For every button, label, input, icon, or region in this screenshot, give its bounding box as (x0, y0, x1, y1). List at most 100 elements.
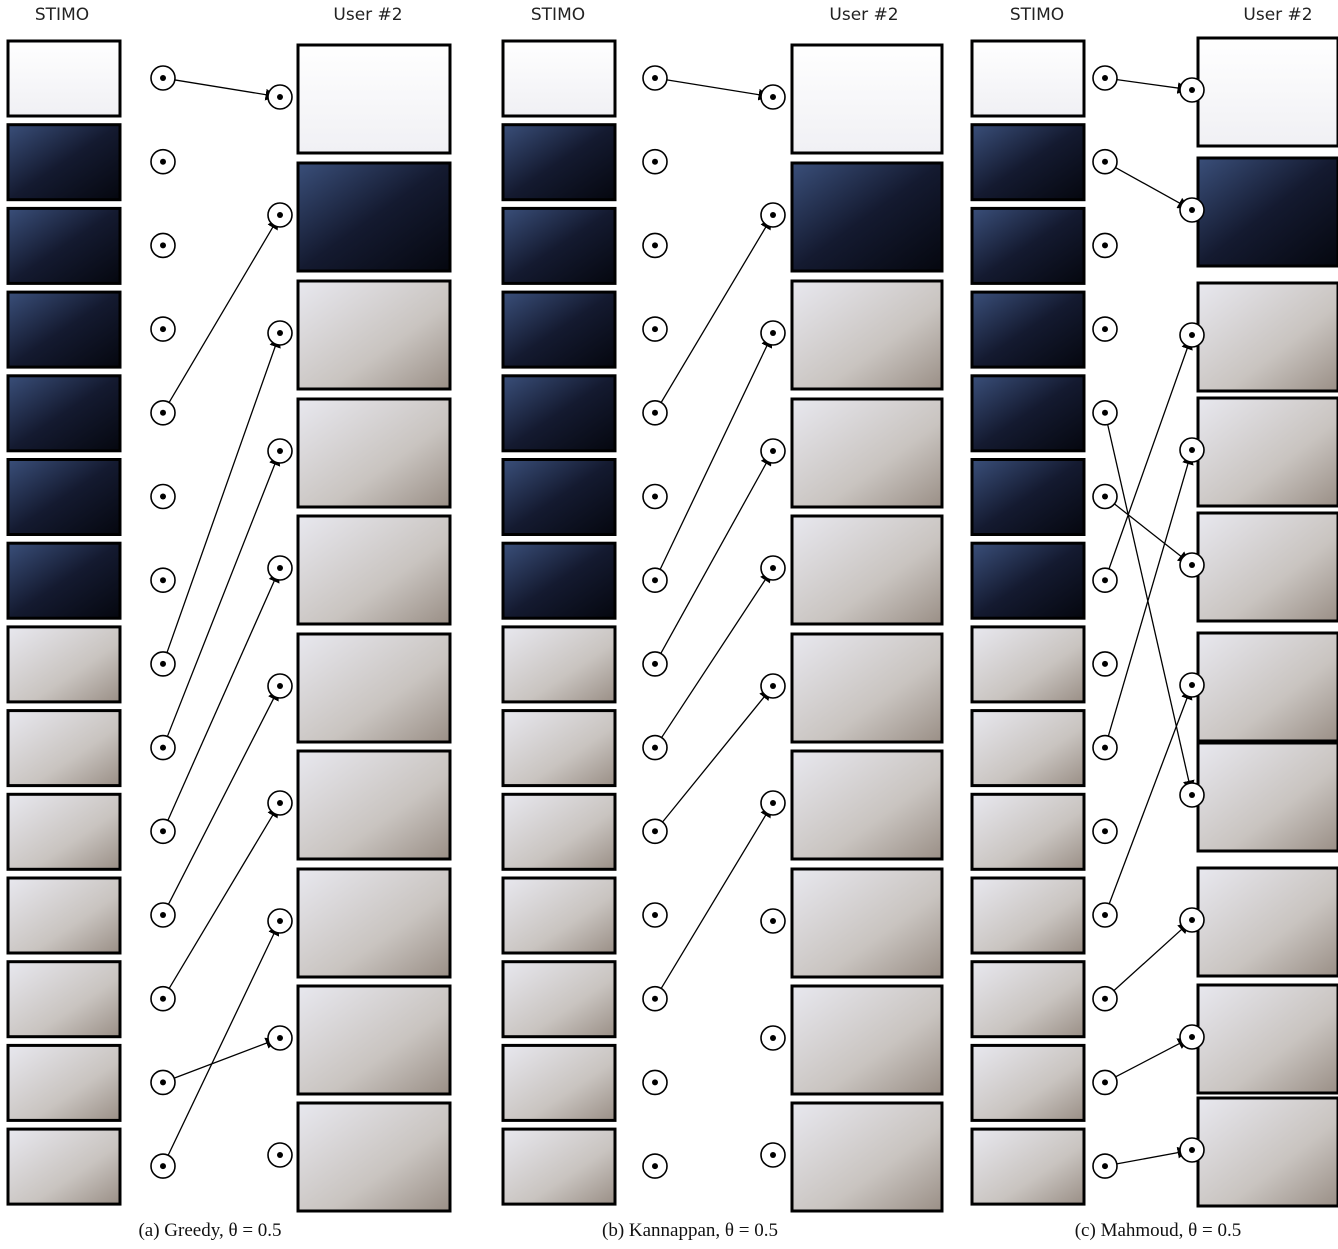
match-arrow (1108, 687, 1193, 905)
node-dot (277, 800, 283, 806)
node-dot (160, 660, 166, 667)
node-dot (160, 828, 166, 835)
node-dot (1102, 995, 1108, 1002)
match-arrow (1107, 424, 1195, 793)
match-arrow (173, 1037, 278, 1079)
stimo-frame (970, 876, 1086, 955)
user-frame (790, 632, 944, 744)
match-arrow (1115, 166, 1190, 209)
user-frame (296, 1101, 452, 1213)
node-dot (1102, 158, 1108, 165)
node-dot (160, 493, 166, 500)
node-dot (277, 1152, 283, 1158)
user-frame (790, 1101, 944, 1213)
node-dot (1189, 792, 1195, 798)
match-arrow (660, 453, 772, 654)
node-dot (160, 409, 166, 416)
stimo-frame (6, 709, 122, 788)
node-dot (770, 212, 776, 218)
node-dot (277, 330, 283, 336)
stimo-frame (970, 123, 1086, 202)
user-header: User #2 (1243, 5, 1312, 25)
node-dot (1189, 1147, 1195, 1153)
match-arrow (167, 688, 279, 905)
node-dot (1189, 682, 1195, 688)
node-dot (770, 94, 776, 100)
node-dot (160, 75, 166, 81)
user-frame (790, 867, 944, 979)
stimo-frame (970, 709, 1086, 788)
stimo-frame (970, 458, 1086, 536)
stimo-frame (501, 792, 617, 871)
node-dot (652, 912, 658, 918)
node-dot (1189, 207, 1195, 213)
stimo-frame (6, 39, 122, 118)
user-frame (790, 43, 944, 155)
stimo-frame (6, 625, 122, 704)
user-frame (1196, 396, 1338, 508)
stimo-frame (501, 39, 617, 118)
user-frame (296, 749, 452, 861)
node-dot (1102, 828, 1108, 835)
node-dot (1189, 447, 1195, 453)
stimo-header: STIMO (35, 5, 89, 25)
node-dot (1102, 1163, 1108, 1170)
node-dot (770, 1152, 776, 1158)
match-arrow (168, 217, 279, 403)
node-dot (160, 242, 166, 249)
user-frame (1196, 631, 1338, 743)
node-dot (277, 1035, 283, 1041)
node-dot (652, 744, 658, 751)
stimo-frame (501, 876, 617, 955)
stimo-frame (970, 541, 1086, 620)
match-arrow (166, 335, 281, 653)
node-dot (1102, 660, 1108, 667)
user-frame (1196, 511, 1338, 623)
match-arrow (1114, 503, 1190, 564)
node-dot (1189, 1034, 1195, 1040)
node-dot (277, 918, 283, 924)
stimo-frame (501, 625, 617, 704)
node-dot (770, 800, 776, 806)
stimo-frame (970, 39, 1086, 118)
stimo-frame (501, 960, 617, 1039)
match-arrow (166, 453, 281, 737)
node-dot (770, 448, 776, 454)
user-frame (296, 397, 452, 509)
user-frame (296, 279, 452, 391)
stimo-frame (6, 876, 122, 955)
stimo-frame (970, 206, 1086, 285)
node-dot (652, 577, 658, 584)
node-dot (160, 158, 166, 165)
match-arrow (666, 79, 771, 101)
node-dot (160, 744, 166, 751)
node-dot (1102, 1079, 1108, 1086)
stimo-frame (6, 123, 122, 202)
node-dot (277, 448, 283, 454)
match-arrow (174, 79, 278, 101)
stimo-frame (6, 290, 122, 369)
user-frame (1196, 1096, 1338, 1208)
match-arrow (1108, 337, 1193, 570)
panel: STIMO User #2 (b) Kannappan, θ = 0.5 (501, 5, 944, 1241)
node-dot (1102, 242, 1108, 249)
user-frame (296, 867, 452, 979)
user-frame (296, 984, 452, 1096)
user-frame (1196, 983, 1338, 1095)
node-dot (652, 995, 658, 1002)
node-dot (770, 1035, 776, 1041)
node-dot (160, 1079, 166, 1086)
stimo-frame (501, 290, 617, 369)
node-dot (160, 326, 166, 333)
user-frame (790, 161, 944, 273)
user-frame (790, 397, 944, 509)
panel: STIMO User #2 (a) Greedy, θ = 0.5 (6, 5, 452, 1241)
user-frame (1196, 866, 1338, 978)
user-header: User #2 (829, 5, 898, 25)
user-frame (1196, 741, 1338, 853)
user-header: User #2 (333, 5, 402, 25)
node-dot (1102, 326, 1108, 333)
stimo-frame (501, 374, 617, 453)
stimo-frame (970, 1043, 1086, 1122)
match-arrow (660, 217, 772, 403)
